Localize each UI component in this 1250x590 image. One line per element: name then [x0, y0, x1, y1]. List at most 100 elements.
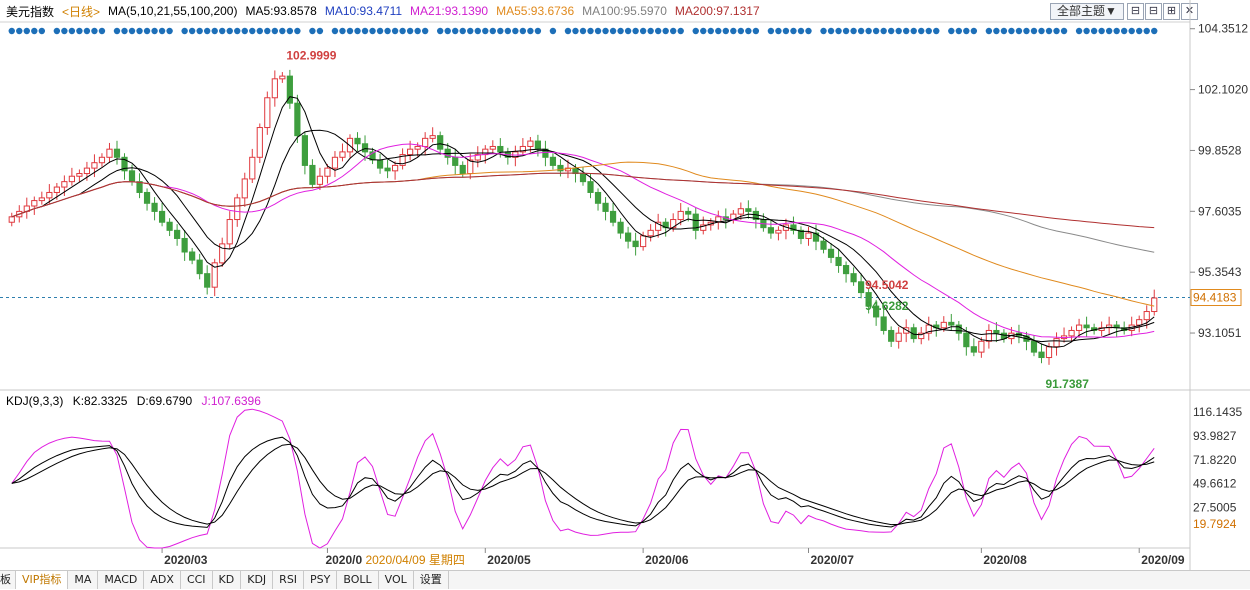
tab-cci[interactable]: CCI	[181, 571, 213, 589]
candle-body	[301, 135, 308, 166]
event-dot	[797, 27, 805, 35]
event-dot	[752, 27, 760, 35]
candle-body	[136, 181, 143, 193]
tab-macd[interactable]: MACD	[98, 571, 145, 589]
event-dot	[504, 27, 512, 35]
event-dot	[68, 27, 76, 35]
candle-body	[151, 202, 158, 212]
tab-psy[interactable]: PSY	[304, 571, 338, 589]
event-dot	[309, 27, 316, 35]
kdj-k-value: K:82.3325	[72, 394, 128, 408]
tab-adx[interactable]: ADX	[144, 571, 181, 589]
event-dot	[805, 27, 812, 35]
candle-body	[745, 208, 752, 212]
candle-body	[1143, 311, 1150, 321]
event-dot	[1060, 27, 1068, 35]
event-dot	[369, 27, 376, 35]
candle-body	[384, 167, 391, 172]
tab-kd[interactable]: KD	[213, 571, 242, 589]
candle-body	[91, 162, 98, 169]
ma-label: MA(5,10,21,55,100,200)	[108, 4, 238, 18]
event-dot	[444, 27, 451, 35]
event-dot	[737, 27, 745, 35]
candle-body	[700, 224, 707, 231]
candle-body	[361, 143, 369, 153]
event-dot	[669, 27, 677, 35]
candle-body	[850, 273, 857, 283]
event-dot	[722, 27, 730, 35]
event-dot	[1143, 27, 1150, 35]
candle-body	[407, 148, 414, 156]
candle-body	[835, 256, 842, 267]
event-dot	[256, 27, 263, 35]
candle-body	[812, 232, 820, 242]
event-dot	[113, 27, 121, 35]
event-dot	[654, 27, 662, 35]
candle-body	[316, 175, 324, 185]
candle-body	[399, 154, 406, 166]
event-dot	[226, 27, 233, 35]
candle-body	[873, 305, 880, 318]
candle-body	[842, 265, 850, 275]
kdj-label: KDJ(9,3,3)	[6, 394, 64, 408]
event-dot	[948, 27, 955, 35]
event-dot	[158, 27, 166, 35]
event-dot	[294, 27, 301, 35]
event-dot	[624, 27, 632, 35]
candle-body	[196, 259, 203, 275]
event-dot	[489, 27, 497, 35]
candle-body	[677, 210, 684, 221]
event-dot	[331, 27, 339, 35]
event-dot	[181, 27, 188, 35]
period-selector[interactable]: <日线>	[62, 4, 101, 19]
tab-settings[interactable]: 设置	[414, 571, 449, 589]
window-restore-icon[interactable]: ⊟	[1145, 3, 1162, 20]
event-dot	[151, 27, 158, 35]
event-dot	[1053, 27, 1060, 35]
candle-body	[858, 281, 865, 294]
event-dot	[459, 27, 466, 35]
event-dot	[376, 27, 384, 35]
candle-body	[204, 273, 211, 288]
tab-board[interactable]: 板	[0, 571, 16, 589]
event-dot	[286, 27, 294, 35]
kdj-k-line	[11, 436, 1155, 528]
tab-rsi[interactable]: RSI	[273, 571, 305, 589]
price-tick-label: 95.3543	[1198, 265, 1242, 279]
price-annotation: 91.7387	[1045, 377, 1089, 391]
candle-body	[880, 316, 887, 331]
tab-boll[interactable]: BOLL	[337, 571, 379, 589]
tab-vol[interactable]: VOL	[379, 571, 414, 589]
candle-body	[143, 191, 151, 204]
candle-body	[1053, 338, 1060, 348]
price-tick-label: 104.3512	[1198, 22, 1248, 36]
theme-dropdown[interactable]: 全部主题▼	[1050, 3, 1124, 20]
event-dot	[452, 27, 459, 35]
window-maximize-icon[interactable]: ⊞	[1163, 3, 1180, 20]
ma10-value: MA10:93.4711	[324, 4, 403, 18]
window-minimize-icon[interactable]: ⊟	[1127, 3, 1144, 20]
event-dot	[790, 27, 797, 35]
candle-body	[459, 164, 466, 175]
event-dot	[203, 27, 211, 35]
event-dot	[880, 27, 887, 35]
tab-vip-indicators[interactable]: VIP指标	[16, 571, 69, 589]
candle-body	[294, 102, 301, 137]
tab-ma[interactable]: MA	[68, 571, 99, 589]
event-dot	[970, 27, 978, 35]
date-label: 2020/07	[810, 553, 854, 567]
event-dot	[918, 27, 925, 35]
event-dot	[76, 27, 83, 35]
candle-body	[602, 202, 609, 212]
event-dot	[83, 27, 91, 35]
event-dot	[497, 27, 504, 35]
candle-body	[61, 181, 68, 188]
tab-kdj[interactable]: KDJ	[241, 571, 274, 589]
candle-body	[624, 232, 632, 242]
event-dot	[53, 27, 61, 35]
candle-body	[737, 208, 744, 215]
event-dot	[512, 27, 519, 35]
candle-body	[594, 191, 602, 204]
candle-body	[617, 221, 624, 234]
candle-body	[805, 232, 812, 239]
